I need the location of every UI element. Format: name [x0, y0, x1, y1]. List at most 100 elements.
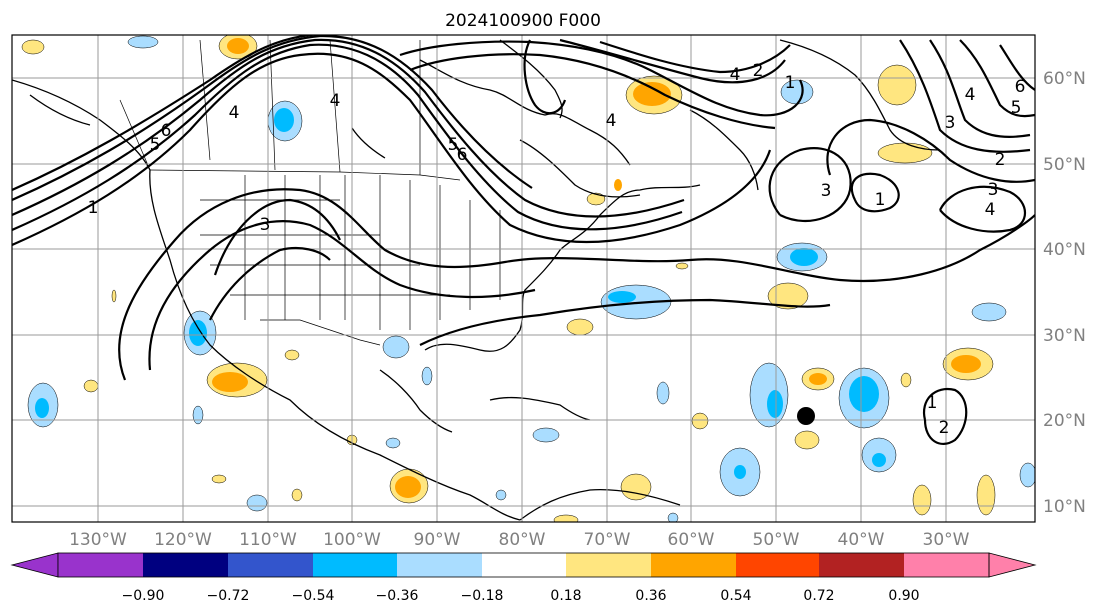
- anomaly-patch: [971, 302, 1007, 322]
- anomaly-patch: [900, 372, 912, 388]
- anomaly-patch: [675, 262, 689, 270]
- colorbar-segment: [58, 553, 143, 577]
- contour-labels: 1 5 6 4 3 5 6 4 4 1 2 4 5 6 3 4 1 2 3 4: [88, 61, 1026, 438]
- colorbar-tick: −0.18: [461, 588, 504, 604]
- map-panel: 1 5 6 4 3 5 6 4 4 1 2 4 5 6 3 4 1 2 3 4: [11, 34, 1036, 523]
- anomaly-patch: [912, 484, 932, 516]
- anomaly-patch: [495, 489, 507, 501]
- anomaly-patch: [566, 318, 594, 336]
- anomaly-patch: [620, 473, 652, 501]
- contour-label: 3: [821, 181, 832, 201]
- colorbar-segment: [904, 553, 989, 577]
- colorbar-tick: 0.90: [888, 588, 919, 604]
- anomaly-patch: [382, 335, 410, 359]
- anomaly-patch: [1019, 462, 1035, 488]
- anomaly-patch: [767, 390, 783, 418]
- colorbar-segment: [736, 553, 819, 577]
- lon-label: 120°W: [154, 530, 212, 550]
- lon-label: 90°W: [414, 530, 461, 550]
- anomaly-patch: [211, 474, 227, 484]
- colorbar-segment: [566, 553, 651, 577]
- colorbar-segment: [651, 553, 736, 577]
- lon-label: 110°W: [239, 530, 297, 550]
- anomaly-patch: [83, 379, 99, 393]
- lon-label: 40°W: [838, 530, 885, 550]
- lat-label: 30°N: [1043, 326, 1086, 346]
- colorbar-segment: [482, 553, 566, 577]
- anomaly-patch: [872, 453, 886, 467]
- contour-label: 4: [229, 103, 240, 123]
- contour-label: 1: [875, 190, 886, 210]
- lon-label: 60°W: [668, 530, 715, 550]
- anomaly-patch: [553, 514, 579, 522]
- anomaly-patch: [395, 476, 421, 498]
- anomaly-patch: [111, 289, 117, 303]
- contour-label: 1: [88, 198, 99, 218]
- contour-label: 4: [985, 200, 996, 220]
- colorbar-extend-high: [988, 552, 1037, 578]
- contour-label: 4: [606, 111, 617, 131]
- colorbar-segment: [228, 553, 313, 577]
- anomaly-patch: [192, 405, 204, 425]
- contours: [12, 35, 1035, 445]
- contour-label: 2: [995, 150, 1006, 170]
- anomaly-patch: [284, 349, 300, 361]
- colorbar-tick: 0.36: [635, 588, 666, 604]
- anomaly-patch: [127, 35, 159, 49]
- lat-label: 20°N: [1043, 411, 1086, 431]
- contour-label: 3: [988, 180, 999, 200]
- anomaly-patch: [274, 108, 294, 132]
- anomaly-patch: [421, 366, 433, 386]
- contour-label: 4: [330, 91, 341, 111]
- lat-label: 50°N: [1043, 155, 1086, 175]
- anomaly-patch: [691, 412, 709, 430]
- lon-label: 30°W: [923, 530, 970, 550]
- contour-label: 5: [150, 135, 161, 155]
- latitude-labels: 60°N 50°N 40°N 30°N 20°N 10°N: [1043, 69, 1086, 517]
- anomaly-patch: [21, 39, 45, 55]
- contour-label: 2: [939, 418, 950, 438]
- contour-label: 6: [457, 145, 468, 165]
- lon-label: 50°W: [753, 530, 800, 550]
- colorbar-tick: −0.36: [376, 588, 419, 604]
- colorbar-tick: −0.54: [292, 588, 335, 604]
- colorbar-tick: −0.72: [207, 588, 250, 604]
- anomaly-patch: [189, 320, 207, 346]
- colorbar-frame: [57, 552, 990, 578]
- anomaly-patch: [734, 465, 746, 479]
- colorbar-tick: 0.18: [550, 588, 581, 604]
- anomaly-patch: [608, 291, 636, 303]
- lat-label: 10°N: [1043, 497, 1086, 517]
- colorbar-tick: −0.90: [122, 588, 165, 604]
- contour-label: 5: [1011, 98, 1022, 118]
- anomaly-patch: [656, 381, 670, 405]
- lon-label: 130°W: [69, 530, 127, 550]
- anomaly-patch: [246, 494, 268, 512]
- anomaly-patch: [790, 248, 818, 266]
- anomaly-shading: [21, 35, 1035, 522]
- colorbar-segment: [313, 553, 397, 577]
- contour-label: 4: [730, 65, 741, 85]
- anomaly-patch: [532, 427, 560, 443]
- anomaly-patch: [767, 282, 809, 310]
- anomaly-patch: [976, 474, 996, 516]
- contour-label: 3: [945, 113, 956, 133]
- contour-label: 6: [161, 121, 172, 141]
- anomaly-patch: [667, 512, 679, 522]
- lon-label: 70°W: [584, 530, 631, 550]
- anomaly-patch: [849, 376, 879, 412]
- contour-label: 4: [965, 85, 976, 105]
- colorbar-extend-low: [10, 552, 59, 578]
- anomaly-patch: [877, 64, 917, 106]
- anomaly-patch: [794, 430, 820, 450]
- storm-center-marker: [797, 407, 815, 425]
- anomaly-patch: [212, 372, 248, 392]
- longitude-labels: 130°W 120°W 110°W 100°W 90°W 80°W 70°W 6…: [69, 530, 970, 550]
- lon-label: 80°W: [499, 530, 546, 550]
- contour-label: 2: [753, 61, 764, 81]
- anomaly-patch: [35, 398, 49, 418]
- anomaly-patch: [633, 82, 671, 106]
- anomaly-patch: [291, 488, 303, 502]
- colorbar-segment: [819, 553, 904, 577]
